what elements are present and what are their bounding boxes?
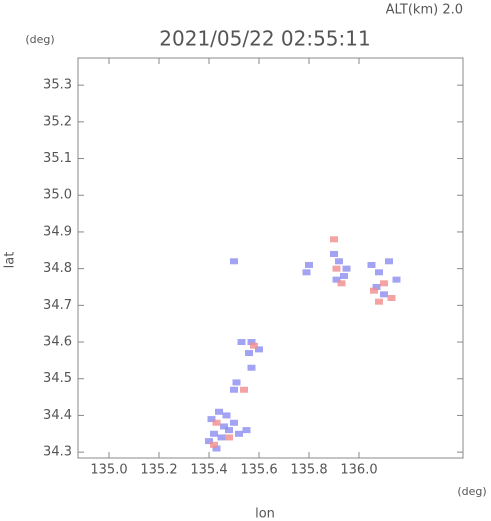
x-tick-label: 135.2 <box>140 463 177 478</box>
plot-frame <box>77 57 464 459</box>
radar-echo <box>212 419 221 426</box>
y-tick-label: 34.3 <box>43 445 72 460</box>
radar-echo <box>385 258 393 265</box>
radar-echo <box>255 346 263 353</box>
y-unit: (deg) <box>25 33 54 46</box>
radar-echo <box>332 265 341 272</box>
radar-echo <box>205 438 213 445</box>
y-tick-label: 34.9 <box>43 224 72 239</box>
radar-echo <box>235 430 243 437</box>
radar-echo <box>220 423 228 430</box>
radar-echo <box>332 276 341 283</box>
radar-echo <box>210 441 218 448</box>
y-tick-label: 34.8 <box>43 261 72 276</box>
radar-echo <box>375 269 383 276</box>
radar-echo <box>342 265 351 272</box>
radar-echo <box>247 339 256 346</box>
radar-echo <box>210 430 218 437</box>
radar-echo <box>232 379 241 386</box>
radar-echo <box>215 408 223 415</box>
radar-echo <box>212 445 221 452</box>
radar-echo <box>330 236 338 243</box>
y-tick-label: 34.5 <box>43 371 72 386</box>
radar-echo <box>230 386 238 393</box>
radar-echo <box>340 272 348 279</box>
x-tick-label: 135.0 <box>90 463 127 478</box>
radar-echo <box>305 261 313 268</box>
radar-echo <box>372 283 381 290</box>
chart-title: 2021/05/22 02:55:11 <box>159 27 370 51</box>
radar-echo <box>380 291 388 298</box>
x-tick-label: 135.8 <box>290 463 327 478</box>
radar-echo <box>245 350 253 357</box>
x-label: lon <box>255 507 275 521</box>
radar-echo <box>217 434 226 441</box>
radar-echo <box>335 258 343 265</box>
radar-echo <box>230 258 238 265</box>
x-tick-label: 135.4 <box>190 463 227 478</box>
y-tick-label: 35.1 <box>43 151 72 166</box>
radar-echo <box>207 416 216 423</box>
radar-echo <box>240 386 248 393</box>
x-unit: (deg) <box>457 485 486 498</box>
radar-echo <box>330 250 338 257</box>
radar-echo <box>302 269 311 276</box>
y-label: lat <box>3 252 18 269</box>
radar-echo <box>367 261 376 268</box>
radar-echo <box>375 298 383 305</box>
radar-echo <box>222 412 231 419</box>
x-tick-label: 135.6 <box>240 463 277 478</box>
radar-echo <box>230 419 238 426</box>
radar-echo <box>237 339 246 346</box>
radar-echo <box>337 280 346 287</box>
radar-echo <box>370 287 378 294</box>
radar-echo <box>247 364 256 371</box>
radar-echo <box>387 295 396 301</box>
y-tick-label: 35.0 <box>43 188 72 203</box>
altitude-label: ALT(km) 2.0 <box>386 3 463 18</box>
y-tick-label: 34.6 <box>43 335 72 350</box>
y-tick-label: 35.2 <box>43 114 72 129</box>
radar-echo <box>225 427 233 434</box>
radar-echo <box>225 434 233 441</box>
radar-echo <box>380 280 388 287</box>
radar-echo <box>242 427 251 434</box>
radar-echo <box>392 276 401 283</box>
x-tick-label: 136.0 <box>340 463 377 478</box>
y-tick-label: 34.7 <box>43 298 72 313</box>
y-tick-label: 34.4 <box>43 408 72 423</box>
y-tick-label: 35.3 <box>43 78 72 93</box>
radar-echo <box>250 342 258 349</box>
